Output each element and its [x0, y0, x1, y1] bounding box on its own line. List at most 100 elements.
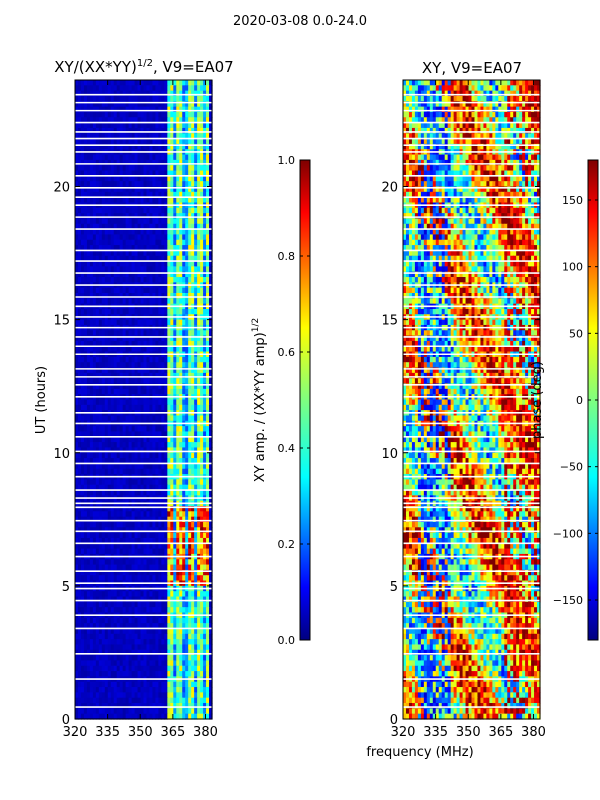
heatmap-cell	[143, 255, 148, 262]
heatmap-cell	[75, 649, 79, 656]
heatmap-cell	[131, 436, 136, 443]
heatmap-cell	[143, 537, 148, 544]
heatmap-cell	[200, 223, 204, 230]
heatmap-cell	[92, 181, 97, 188]
heatmap-cell	[173, 127, 177, 134]
heatmap-cell	[194, 319, 198, 326]
heatmap-cell	[140, 170, 145, 177]
heatmap-cell	[143, 404, 148, 411]
heatmap-cell	[155, 175, 159, 182]
heatmap-cell	[110, 426, 115, 433]
heatmap-cell	[101, 521, 106, 528]
heatmap-cell	[185, 298, 189, 305]
heatmap-cell	[95, 607, 100, 614]
heatmap-cell	[75, 367, 79, 374]
heatmap-cell	[128, 106, 133, 113]
heatmap-cell	[161, 255, 165, 262]
heatmap-cell	[89, 383, 94, 390]
heatmap-cell	[80, 138, 85, 145]
heatmap-cell	[206, 207, 210, 214]
heatmap-cell	[128, 617, 133, 624]
heatmap-cell	[209, 479, 213, 486]
heatmap-cell	[113, 655, 118, 662]
heatmap-cell	[75, 516, 79, 523]
heatmap-cell	[101, 106, 106, 113]
heatmap-cell	[155, 362, 159, 369]
heatmap-cell	[116, 308, 121, 315]
heatmap-cell	[134, 543, 139, 550]
heatmap-cell	[203, 298, 207, 305]
heatmap-cell	[134, 463, 139, 470]
heatmap-cell	[185, 537, 189, 544]
heatmap-cell	[188, 484, 192, 491]
heatmap-cell	[110, 601, 115, 608]
heatmap-cell	[86, 617, 91, 624]
heatmap-cell	[173, 207, 177, 214]
heatmap-cell	[104, 490, 109, 496]
heatmap-cell	[98, 356, 103, 363]
heatmap-cell	[149, 521, 154, 528]
heatmap-cell	[86, 111, 91, 118]
heatmap-cell	[194, 159, 198, 166]
heatmap-cell	[104, 655, 109, 662]
heatmap-cell	[179, 175, 183, 182]
heatmap-cell	[143, 601, 148, 608]
heatmap-cell	[86, 511, 91, 518]
heatmap-cell	[209, 564, 213, 571]
heatmap-cell	[134, 245, 139, 251]
heatmap-cell	[140, 447, 145, 454]
heatmap-cell	[200, 447, 204, 454]
heatmap-cell	[188, 261, 192, 267]
heatmap-cell	[83, 591, 88, 598]
heatmap-cell	[116, 159, 121, 166]
heatmap-cell	[107, 383, 112, 390]
heatmap-cell	[167, 90, 171, 97]
heatmap-cell	[194, 213, 198, 220]
heatmap-cell	[155, 218, 159, 225]
heatmap-cell	[119, 138, 124, 145]
heatmap-cell	[92, 111, 97, 118]
heatmap-cell	[80, 218, 85, 225]
heatmap-cell	[107, 277, 112, 283]
heatmap-cell	[80, 181, 85, 188]
heatmap-cell	[104, 607, 109, 614]
heatmap-cell	[197, 617, 201, 624]
heatmap-cell	[158, 159, 162, 166]
heatmap-cell	[83, 521, 88, 528]
heatmap-cell	[191, 101, 195, 108]
heatmap-cell	[182, 175, 186, 182]
heatmap-cell	[89, 532, 94, 539]
heatmap-cell	[149, 639, 154, 646]
heatmap-cell	[98, 452, 103, 459]
heatmap-cell	[128, 186, 133, 193]
heatmap-cell	[131, 346, 136, 353]
heatmap-cell	[161, 415, 165, 422]
heatmap-cell	[140, 330, 145, 337]
heatmap-cell	[152, 250, 157, 257]
heatmap-cell	[140, 80, 145, 86]
heatmap-cell	[143, 250, 148, 257]
heatmap-cell	[194, 181, 198, 188]
heatmap-cell	[158, 463, 162, 470]
heatmap-cell	[95, 596, 100, 603]
heatmap-cell	[149, 506, 154, 512]
heatmap-cell	[122, 101, 127, 108]
heatmap-cell	[155, 111, 159, 118]
heatmap-cell	[209, 484, 213, 491]
heatmap-cell	[116, 250, 121, 257]
heatmap-cell	[194, 90, 198, 97]
heatmap-cell	[131, 633, 136, 640]
heatmap-cell	[179, 628, 183, 635]
heatmap-cell	[149, 175, 154, 182]
heatmap-cell	[104, 468, 109, 475]
heatmap-cell	[143, 623, 148, 630]
heatmap-cell	[122, 543, 127, 550]
heatmap-cell	[77, 447, 82, 454]
heatmap-cell	[179, 80, 183, 86]
heatmap-cell	[83, 527, 88, 534]
heatmap-cell	[155, 367, 159, 374]
heatmap-cell	[89, 452, 94, 459]
heatmap-cell	[98, 293, 103, 299]
heatmap-cell	[176, 298, 180, 305]
heatmap-cell	[75, 426, 79, 433]
